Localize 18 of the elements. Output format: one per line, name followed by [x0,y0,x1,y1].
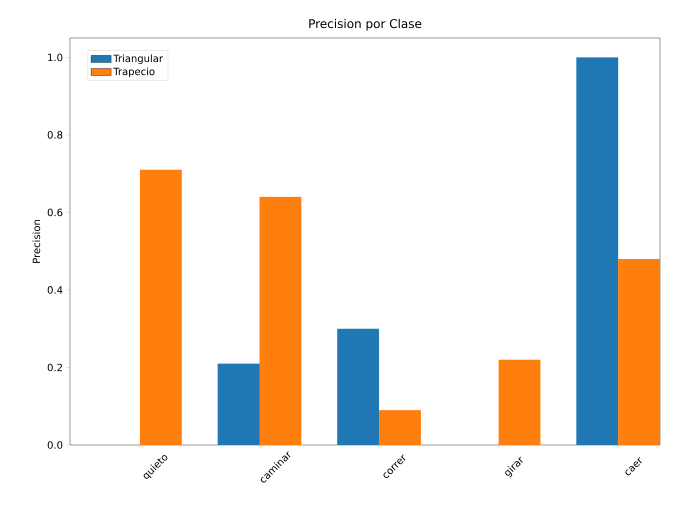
y-tick-label: 0.6 [48,208,62,216]
legend-label: Trapecio [113,67,155,78]
bar [218,364,260,445]
y-tick-label: 0.2 [48,364,62,372]
bar [140,170,182,445]
bar [259,196,302,445]
bar [337,328,380,445]
chart-title: Precision por Clase [309,18,422,30]
bar [498,360,540,445]
y-tick-label: 0.4 [48,286,62,294]
y-tick-label: 0.8 [48,131,62,139]
bar [379,410,421,445]
y-axis-title: Precision [32,220,40,263]
bar [618,258,660,445]
legend-label: Triangular [113,54,163,64]
y-tick-label: 1.0 [48,54,62,62]
bar [576,57,618,445]
y-tick-label: 0.0 [48,441,62,449]
